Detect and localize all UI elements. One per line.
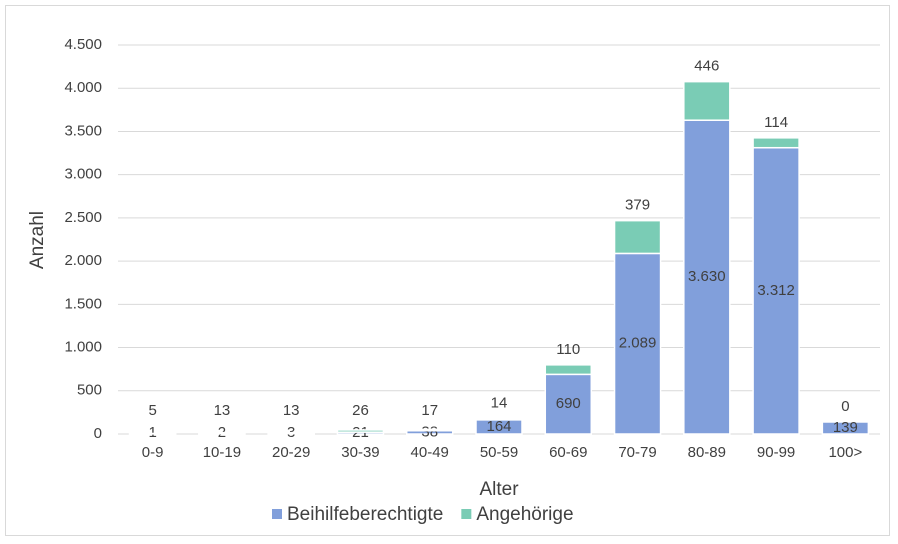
value-label: 13: [214, 402, 231, 419]
x-tick-label: 30-39: [341, 444, 379, 461]
legend-label: Beihilfeberechtigte: [287, 504, 443, 525]
x-tick-label: 80-89: [688, 444, 726, 461]
bar-segment: [475, 417, 523, 421]
value-label: 690: [556, 395, 581, 412]
chart-border: [5, 5, 890, 536]
value-label: 139: [833, 419, 858, 436]
y-tick-label: 4.500: [64, 36, 102, 53]
x-tick-label: 0-9: [142, 444, 164, 461]
value-label: 17: [421, 402, 438, 419]
bar-segment: [405, 428, 454, 432]
y-tick-label: 1.000: [64, 339, 102, 356]
x-tick-label: 50-59: [480, 444, 518, 461]
bar-segment: [683, 80, 731, 121]
bar-segment: [336, 429, 385, 433]
x-tick-label: 100>: [828, 444, 862, 461]
value-label: 3.630: [688, 268, 726, 285]
bar-segment: [821, 421, 870, 435]
legend-swatch: [272, 509, 282, 519]
value-label: 379: [625, 197, 650, 214]
bar-segment: [198, 431, 246, 435]
legend-label: Angehörige: [476, 504, 573, 525]
y-tick-label: 3.500: [64, 122, 102, 139]
x-tick-label: 70-79: [618, 444, 656, 461]
y-tick-label: 4.000: [64, 79, 102, 96]
y-tick-label: 1.500: [64, 295, 102, 312]
bar-segment: [683, 119, 731, 435]
x-tick-label: 90-99: [757, 444, 795, 461]
x-tick-label: 40-49: [411, 444, 449, 461]
value-label: 3.312: [757, 282, 795, 299]
y-axis-title: Anzahl: [27, 211, 48, 269]
value-label: 38: [421, 423, 438, 440]
bar-segment: [752, 146, 800, 435]
value-label: 1: [148, 424, 156, 441]
legend-swatch: [461, 509, 472, 519]
bar-segment: [544, 364, 593, 376]
value-label: 164: [486, 418, 511, 435]
y-tick-label: 2.000: [64, 252, 102, 269]
bar-segment: [613, 219, 662, 255]
y-tick-label: 0: [94, 425, 102, 442]
bar-segment: [267, 431, 315, 435]
x-tick-label: 20-29: [272, 444, 310, 461]
y-tick-label: 3.000: [64, 166, 102, 183]
y-tick-label: 500: [77, 382, 102, 399]
x-axis-title: Alter: [479, 479, 519, 500]
value-label: 13: [283, 402, 300, 419]
value-label: 110: [556, 341, 580, 358]
value-label: 26: [352, 402, 369, 419]
value-label: 2.089: [619, 335, 657, 352]
value-label: 114: [764, 114, 788, 131]
value-label: 446: [694, 58, 719, 75]
value-label: 5: [148, 402, 156, 419]
x-tick-label: 60-69: [549, 444, 587, 461]
x-tick-label: 10-19: [203, 444, 241, 461]
y-tick-label: 2.500: [64, 209, 102, 226]
value-label: 0: [841, 398, 849, 415]
bar-segment: [752, 137, 800, 149]
value-label: 14: [491, 395, 508, 412]
